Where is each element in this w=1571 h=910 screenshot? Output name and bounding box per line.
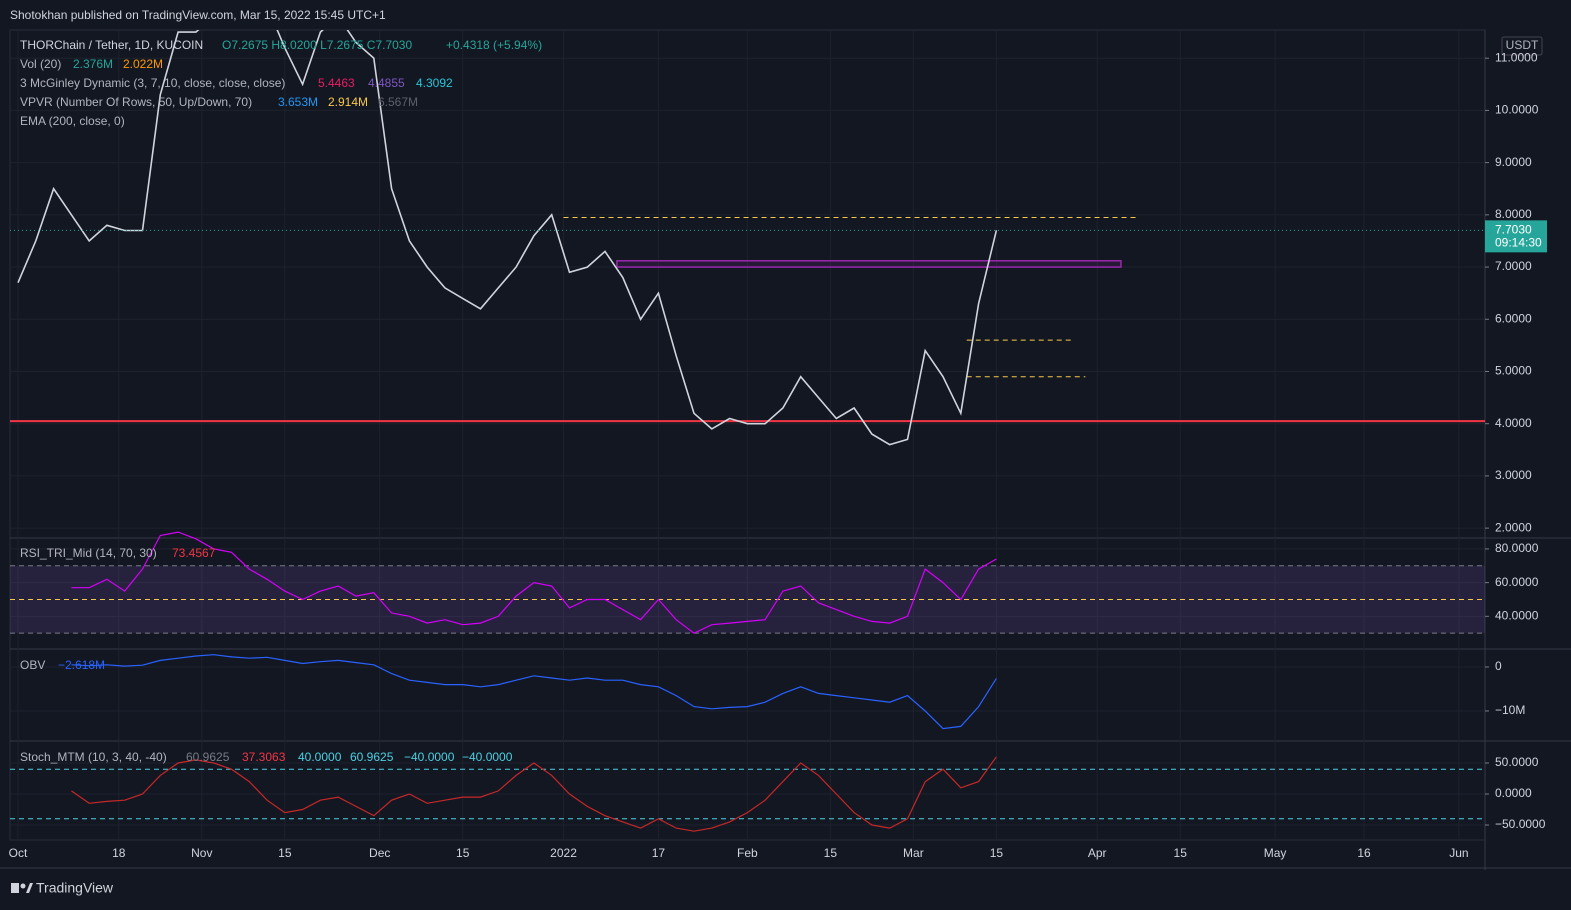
y-tick-label: 3.0000 bbox=[1495, 468, 1532, 482]
last-price-label: 7.7030 bbox=[1495, 223, 1532, 237]
legend-text: 5.4463 bbox=[318, 76, 355, 90]
legend-text: 2.022M bbox=[123, 57, 163, 71]
legend-text: 2.914M bbox=[328, 95, 368, 109]
y-tick-label: 0 bbox=[1495, 659, 1502, 673]
y-tick-label: 10.0000 bbox=[1495, 103, 1539, 117]
x-tick-label: Dec bbox=[369, 846, 390, 860]
legend-text: O7.2675 H8.0200 L7.2675 C7.7030 bbox=[222, 38, 412, 52]
y-tick-label: −50.0000 bbox=[1495, 817, 1546, 831]
series bbox=[71, 654, 997, 730]
countdown-label: 09:14:30 bbox=[1495, 236, 1542, 250]
y-tick-label: 5.0000 bbox=[1495, 364, 1532, 378]
y-tick-label: 60.0000 bbox=[1495, 575, 1539, 589]
x-tick-label: 18 bbox=[112, 846, 126, 860]
x-tick-label: Oct bbox=[9, 846, 28, 860]
x-tick-label: Jun bbox=[1449, 846, 1468, 860]
x-tick-label: 16 bbox=[1357, 846, 1371, 860]
y-tick-label: 4.0000 bbox=[1495, 416, 1532, 430]
x-tick-label: 15 bbox=[1174, 846, 1188, 860]
legend-text: 60.9625 bbox=[350, 750, 394, 764]
y-tick-label: 6.0000 bbox=[1495, 311, 1532, 325]
legend-text: Stoch_MTM (10, 3, 40, -40) bbox=[20, 750, 167, 764]
currency: USDT bbox=[1506, 38, 1539, 52]
brand: TradingView bbox=[36, 880, 114, 896]
legend-text: 3.653M bbox=[278, 95, 318, 109]
legend-text: 2.376M bbox=[73, 57, 113, 71]
legend-text: −40.0000 bbox=[462, 750, 513, 764]
series bbox=[71, 756, 997, 832]
legend-text: 37.3063 bbox=[242, 750, 286, 764]
series-line bbox=[17, 30, 998, 446]
legend-text: RSI_TRI_Mid (14, 70, 30) bbox=[20, 546, 157, 560]
series-line bbox=[71, 531, 997, 634]
series bbox=[71, 531, 997, 634]
y-tick-label: 2.0000 bbox=[1495, 520, 1532, 534]
x-tick-label: May bbox=[1264, 846, 1287, 860]
series bbox=[17, 30, 998, 446]
legend-text: −2.618M bbox=[58, 658, 105, 672]
y-tick-label: 8.0000 bbox=[1495, 207, 1532, 221]
x-tick-label: 15 bbox=[990, 846, 1004, 860]
legend-text: −40.0000 bbox=[404, 750, 455, 764]
published-note: Shotokhan published on TradingView.com, … bbox=[10, 8, 386, 22]
x-tick-label: 2022 bbox=[550, 846, 577, 860]
legend-text: 6.567M bbox=[378, 95, 418, 109]
legend-text: 40.0000 bbox=[298, 750, 342, 764]
x-tick-label: Nov bbox=[191, 846, 212, 860]
legend-text: 60.9625 bbox=[186, 750, 230, 764]
y-tick-label: 40.0000 bbox=[1495, 608, 1539, 622]
y-tick-label: 7.0000 bbox=[1495, 259, 1532, 273]
y-tick-label: 0.0000 bbox=[1495, 786, 1532, 800]
x-tick-label: 15 bbox=[824, 846, 838, 860]
legend-text: 4.3092 bbox=[416, 76, 453, 90]
footer-logo bbox=[11, 883, 33, 893]
x-tick-label: Mar bbox=[903, 846, 924, 860]
x-tick-label: 15 bbox=[456, 846, 470, 860]
x-tick-label: 17 bbox=[652, 846, 666, 860]
y-tick-label: −10M bbox=[1495, 703, 1525, 717]
currency-box bbox=[1501, 36, 1543, 56]
x-tick-label: 15 bbox=[278, 846, 292, 860]
x-tick-label: Feb bbox=[737, 846, 758, 860]
legend: THORChain / Tether, 1D, KUCOIN O7.2675 H… bbox=[20, 38, 542, 764]
legend-text: VPVR (Number Of Rows, 50, Up/Down, 70) bbox=[20, 95, 252, 109]
y-tick-label: 11.0000 bbox=[1495, 50, 1538, 64]
legend-text: 4.4855 bbox=[368, 76, 405, 90]
legend-text: OBV bbox=[20, 658, 45, 672]
x-tick-label: Apr bbox=[1088, 846, 1107, 860]
y-tick-label: 80.0000 bbox=[1495, 541, 1539, 555]
legend-text: EMA (200, close, 0) bbox=[20, 114, 125, 128]
zone-box bbox=[616, 260, 1122, 268]
legend-text: Vol (20) bbox=[20, 57, 61, 71]
y-tick-label: 50.0000 bbox=[1495, 755, 1539, 769]
legend-text: 3 McGinley Dynamic (3, 7, 10, close, clo… bbox=[20, 76, 285, 90]
legend-text: 73.4567 bbox=[172, 546, 216, 560]
series-line bbox=[71, 654, 997, 730]
last-price-box bbox=[1485, 220, 1547, 253]
legend-text: +0.4318 (+5.94%) bbox=[446, 38, 542, 52]
series-line bbox=[71, 756, 997, 832]
legend-text: THORChain / Tether, 1D, KUCOIN bbox=[20, 38, 203, 52]
y-tick-label: 9.0000 bbox=[1495, 155, 1532, 169]
